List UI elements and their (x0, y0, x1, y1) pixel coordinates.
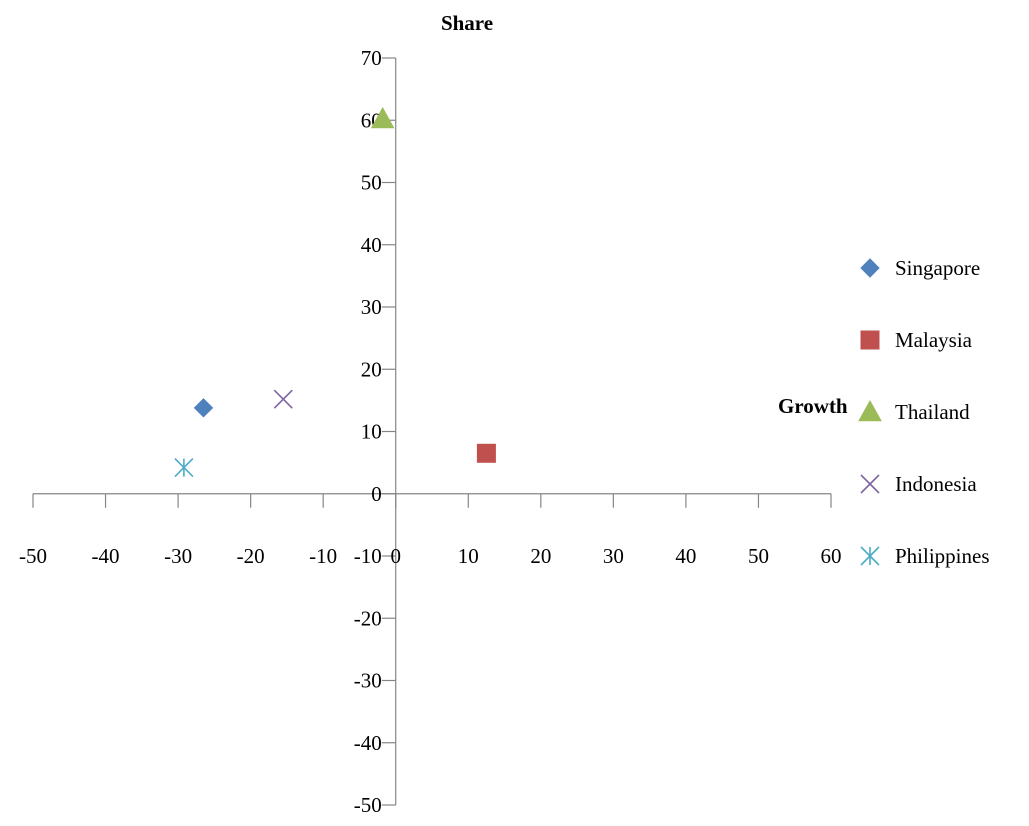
x-tick-label: 60 (821, 544, 842, 568)
legend-item-malaysia: Malaysia (860, 328, 973, 352)
legend-label-philippines: Philippines (895, 544, 990, 568)
axes (32, 57, 832, 806)
legend-item-indonesia: Indonesia (860, 472, 977, 496)
legend-item-thailand: Thailand (858, 399, 970, 424)
x-tick-label: -30 (164, 544, 192, 568)
y-tick-label: -10 (354, 544, 382, 568)
x-tick-label: 40 (675, 544, 696, 568)
y-tick-label: -20 (354, 606, 382, 630)
y-tick-label: -50 (354, 793, 382, 817)
data-points (174, 106, 496, 478)
y-tick-label: 70 (361, 46, 382, 70)
legend-marker-philippines (860, 546, 880, 566)
legend-item-singapore: Singapore (860, 256, 980, 280)
x-tick-label: 20 (530, 544, 551, 568)
x-tick-label: -20 (237, 544, 265, 568)
y-axis-title: Share (441, 11, 493, 35)
data-point-thailand (370, 106, 395, 129)
y-tick-label: -30 (354, 669, 382, 693)
x-tick-label: 50 (748, 544, 769, 568)
x-tick-label: 0 (390, 544, 401, 568)
y-tick-label: 0 (371, 482, 382, 506)
legend-label-malaysia: Malaysia (895, 328, 973, 352)
y-tick-label: 50 (361, 171, 382, 195)
data-point-malaysia (476, 443, 496, 463)
y-tick-label: 30 (361, 295, 382, 319)
x-tick-label: -10 (309, 544, 337, 568)
x-tick-label: -40 (92, 544, 120, 568)
tick-labels: -50 -40 -30 -20 -10 0 10 20 30 40 50 60 -50 -40 -30 -20… (19, 46, 842, 817)
data-point-indonesia (273, 389, 293, 409)
legend-item-philippines: Philippines (860, 544, 990, 568)
x-tick-label: -50 (19, 544, 47, 568)
legend-marker-thailand (858, 399, 882, 422)
y-tick-label: -40 (354, 731, 382, 755)
legend-label-indonesia: Indonesia (895, 472, 977, 496)
x-tick-label: 30 (603, 544, 624, 568)
y-tick-label: 40 (361, 233, 382, 257)
y-tick-label: 10 (361, 420, 382, 444)
data-point-philippines (174, 458, 194, 478)
legend-label-singapore: Singapore (895, 256, 980, 280)
x-axis-title: Growth (778, 394, 848, 418)
legend: Singapore Malaysia Thailand Indonesia Philip… (858, 256, 990, 568)
x-tick-label: 10 (458, 544, 479, 568)
legend-marker-singapore (860, 258, 880, 278)
y-tick-label: 20 (361, 357, 382, 381)
legend-marker-malaysia (860, 330, 880, 350)
data-point-singapore (193, 398, 214, 418)
legend-label-thailand: Thailand (895, 400, 970, 424)
legend-marker-indonesia (860, 474, 880, 494)
